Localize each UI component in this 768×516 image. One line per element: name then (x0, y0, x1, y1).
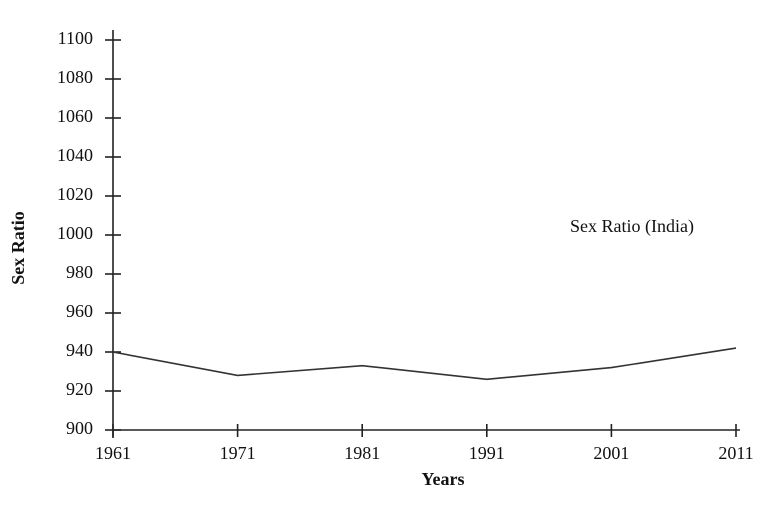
x-axis-label: Years (422, 469, 465, 489)
y-tick-label: 1060 (57, 106, 93, 126)
x-tick-label: 2001 (593, 443, 629, 463)
y-axis-label: Sex Ratio (8, 211, 28, 285)
y-tick-label: 900 (66, 418, 93, 438)
y-tick-label: 960 (66, 301, 93, 321)
annotation: Sex Ratio (India) (570, 216, 694, 237)
y-tick-label: 920 (66, 379, 93, 399)
x-tick-label: 1971 (220, 443, 256, 463)
y-tick-label: 1100 (58, 28, 93, 48)
x-tick-label: 1961 (95, 443, 131, 463)
y-tick-label: 940 (66, 340, 93, 360)
x-tick-label: 1981 (344, 443, 380, 463)
y-tick-label: 1020 (57, 184, 93, 204)
x-tick-label: 2011 (718, 443, 753, 463)
x-tick-label: 1991 (469, 443, 505, 463)
y-tick-label: 980 (66, 262, 93, 282)
y-tick-label: 1040 (57, 145, 93, 165)
y-tick-label: 1000 (57, 223, 93, 243)
data-line (112, 347, 737, 381)
y-tick-label: 1080 (57, 67, 93, 87)
